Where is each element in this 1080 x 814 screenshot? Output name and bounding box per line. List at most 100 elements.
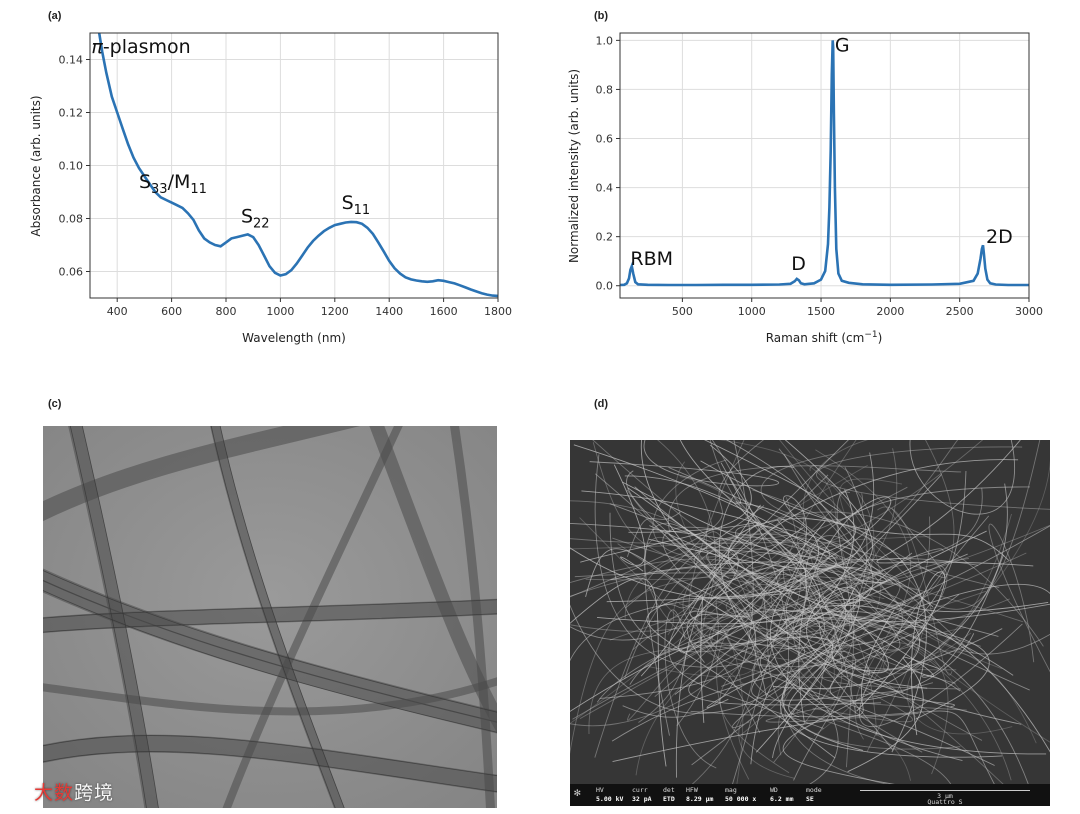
watermark: 大数跨境 (8, 778, 114, 805)
sem-info-bar: ✻ HV 5.00 kV curr 32 pA det ETD HFW 8.29 µm … (570, 784, 1050, 806)
nanotube-fiber (634, 440, 874, 605)
nanotube-fiber (818, 622, 1003, 672)
nanotube-fiber (682, 552, 858, 655)
nanotube-fiber (696, 613, 745, 784)
x-tick-label: 1600 (430, 305, 458, 318)
nanotube-fiber (570, 440, 983, 755)
x-tick-label: 1800 (484, 305, 512, 318)
nanotube-fiber (689, 494, 825, 650)
nanotube-fiber (676, 600, 812, 727)
nanotube-fiber (588, 497, 802, 734)
y-tick-label: 0.06 (59, 266, 84, 279)
nanotube-fiber (611, 470, 967, 742)
nanotube-fiber (594, 473, 868, 701)
nanotube-fiber (829, 631, 975, 701)
nanotube-fiber (677, 578, 750, 663)
nanotube-fiber (706, 580, 857, 714)
nanotube-fiber (805, 536, 930, 591)
nanotube-fiber (804, 486, 1030, 676)
y-tick-label: 1.0 (596, 34, 614, 47)
nanotube-fiber (782, 621, 925, 751)
x-tick-label: 3000 (1015, 305, 1043, 318)
nanotube-fiber (721, 650, 856, 781)
x-tick-label: 1500 (807, 305, 835, 318)
nanotube-fiber (725, 508, 833, 678)
b-xlabel: Raman shift (cm−1) (766, 330, 883, 345)
nanotube-fiber (626, 440, 959, 585)
nanotube-fiber (706, 583, 1050, 709)
nanotube-fiber (768, 496, 892, 723)
nanotube-fiber (779, 552, 1027, 695)
nanotube-fiber (646, 558, 836, 759)
y-tick-label: 0.6 (596, 133, 614, 146)
nanotube-fiber (751, 601, 951, 784)
nanotube-fiber (580, 444, 752, 563)
nanotube-fiber (798, 491, 853, 632)
panel-label-d: (d) (594, 398, 609, 410)
nanotube-fiber (570, 558, 961, 750)
peak-annotation: S22 (241, 205, 270, 231)
nanotube-fiber (780, 592, 1002, 758)
nanotube-fiber (570, 440, 765, 598)
y-tick-label: 0.0 (596, 280, 614, 293)
nanotube-fiber (688, 553, 968, 706)
x-tick-label: 600 (161, 305, 182, 318)
y-tick-label: 0.8 (596, 83, 614, 96)
sem-network (570, 440, 1050, 784)
x-tick-label: 500 (672, 305, 693, 318)
nanotube-fiber (709, 610, 981, 667)
y-tick-label: 0.12 (59, 107, 84, 120)
nanotube-fiber (782, 483, 1008, 784)
nanotube-fiber (635, 622, 885, 776)
nanotube-fiber (704, 440, 856, 600)
nanotube-fiber (800, 440, 869, 731)
nanotube-fiber (570, 503, 806, 662)
nanotube-fiber (579, 524, 1050, 720)
sem-scale-bar: 3 µm (860, 790, 1030, 801)
nanotube-fiber (778, 440, 955, 756)
nanotube-fiber (652, 459, 908, 558)
nanotube-fiber (693, 505, 767, 697)
nanotube-fiber (729, 452, 874, 568)
y-tick-label: 0.08 (59, 213, 84, 226)
y-tick-label: 0.10 (59, 160, 84, 173)
nanotube-fiber (570, 523, 846, 759)
y-tick-label: 0.14 (59, 54, 84, 67)
nanotube-fiber (667, 464, 868, 636)
nanotube-fiber (816, 446, 1050, 510)
nanotube-fiber (705, 512, 835, 637)
absorbance-chart: 400 600 800 1000 1200 1400 1600 1800 0.06 0.08 0.1… (29, 32, 512, 345)
nanotube-fiber (656, 440, 745, 619)
nanotube-fiber (856, 571, 946, 736)
nanotube-fiber (921, 554, 1004, 692)
watermark-logo-icon (8, 782, 30, 805)
tem-bundles (43, 426, 497, 808)
nanotube-fiber (599, 470, 757, 699)
nanotube-fiber (728, 518, 927, 753)
sem-instrument: Quattro S (927, 798, 963, 806)
sem-image (570, 440, 1050, 784)
a-ylabel: Absorbance (arb. units) (29, 95, 43, 236)
peak-annotation: D (791, 253, 806, 275)
x-tick-label: 2000 (876, 305, 904, 318)
nanotube-fiber (779, 440, 926, 752)
b-ylabel: Normalized intensity (arb. units) (567, 69, 581, 263)
absorbance-line (97, 32, 499, 298)
nanotube-fiber (570, 567, 781, 651)
x-tick-label: 400 (107, 305, 128, 318)
nanotube-fiber (714, 440, 1041, 610)
nanotube-fiber (711, 440, 790, 696)
nanotube-fiber (644, 522, 894, 751)
nanotube-fiber (570, 577, 667, 767)
nanotube-fiber (612, 537, 855, 763)
x-tick-label: 800 (216, 305, 237, 318)
nanotube-fiber (770, 566, 1047, 755)
nanotube-fiber (668, 534, 806, 765)
nanotube-fiber (718, 440, 1002, 670)
nanotube-fiber (667, 465, 962, 533)
nanotube-fiber (759, 474, 995, 766)
nanotube-fiber (668, 440, 849, 729)
nanotube-fiber (877, 506, 953, 676)
x-tick-label: 1200 (321, 305, 349, 318)
nanotube-fiber (594, 454, 802, 668)
